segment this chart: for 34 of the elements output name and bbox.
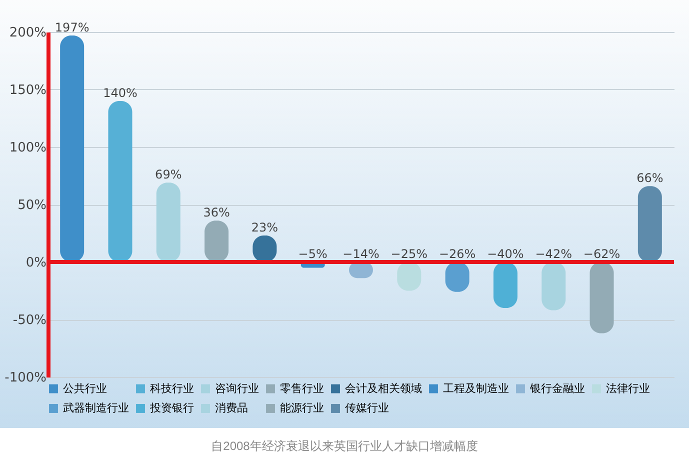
data-label: −40% bbox=[487, 247, 524, 261]
y-tick-label: 0% bbox=[26, 256, 46, 270]
legend-label: 能源行业 bbox=[280, 402, 324, 414]
y-tick-label: -100% bbox=[4, 370, 46, 386]
data-label: −42% bbox=[535, 247, 572, 261]
data-label: −26% bbox=[438, 247, 476, 261]
data-label: 36% bbox=[203, 206, 230, 220]
legend-label: 工程及制造业 bbox=[443, 382, 509, 395]
legend-label: 银行金融业 bbox=[529, 382, 585, 395]
data-label: −25% bbox=[390, 247, 428, 261]
data-label: 197% bbox=[54, 20, 90, 34]
legend-label: 法律行业 bbox=[606, 382, 650, 395]
y-tick-label: 200% bbox=[9, 26, 46, 40]
legend-label: 公共行业 bbox=[63, 382, 107, 395]
data-label: −62% bbox=[583, 247, 620, 261]
legend-label: 消费品 bbox=[215, 402, 248, 414]
text: 自2008年经济衰退以来英国行业人才缺口增减幅度 bbox=[210, 438, 479, 455]
y-tick-label: 50% bbox=[18, 198, 46, 213]
data-label: −14% bbox=[342, 247, 380, 261]
legend-label: 武器制造行业 bbox=[63, 402, 129, 414]
data-label: 23% bbox=[251, 220, 278, 235]
data-label: 140% bbox=[103, 86, 138, 100]
legend-label: 投资银行 bbox=[149, 402, 194, 414]
legend-label: 会计及相关领域 bbox=[345, 382, 422, 395]
data-label: 66% bbox=[636, 171, 664, 186]
y-tick-label: 100% bbox=[9, 140, 46, 156]
legend-label: 传媒行业 bbox=[345, 402, 389, 414]
data-label: 69% bbox=[155, 168, 182, 182]
y-tick-label: -50% bbox=[12, 313, 46, 328]
legend-label: 咨询行业 bbox=[215, 382, 259, 395]
legend-label: 科技行业 bbox=[150, 382, 194, 395]
y-tick-label: 150% bbox=[9, 83, 46, 98]
legend-label: 零售行业 bbox=[280, 382, 324, 395]
data-label: −5% bbox=[298, 247, 328, 261]
